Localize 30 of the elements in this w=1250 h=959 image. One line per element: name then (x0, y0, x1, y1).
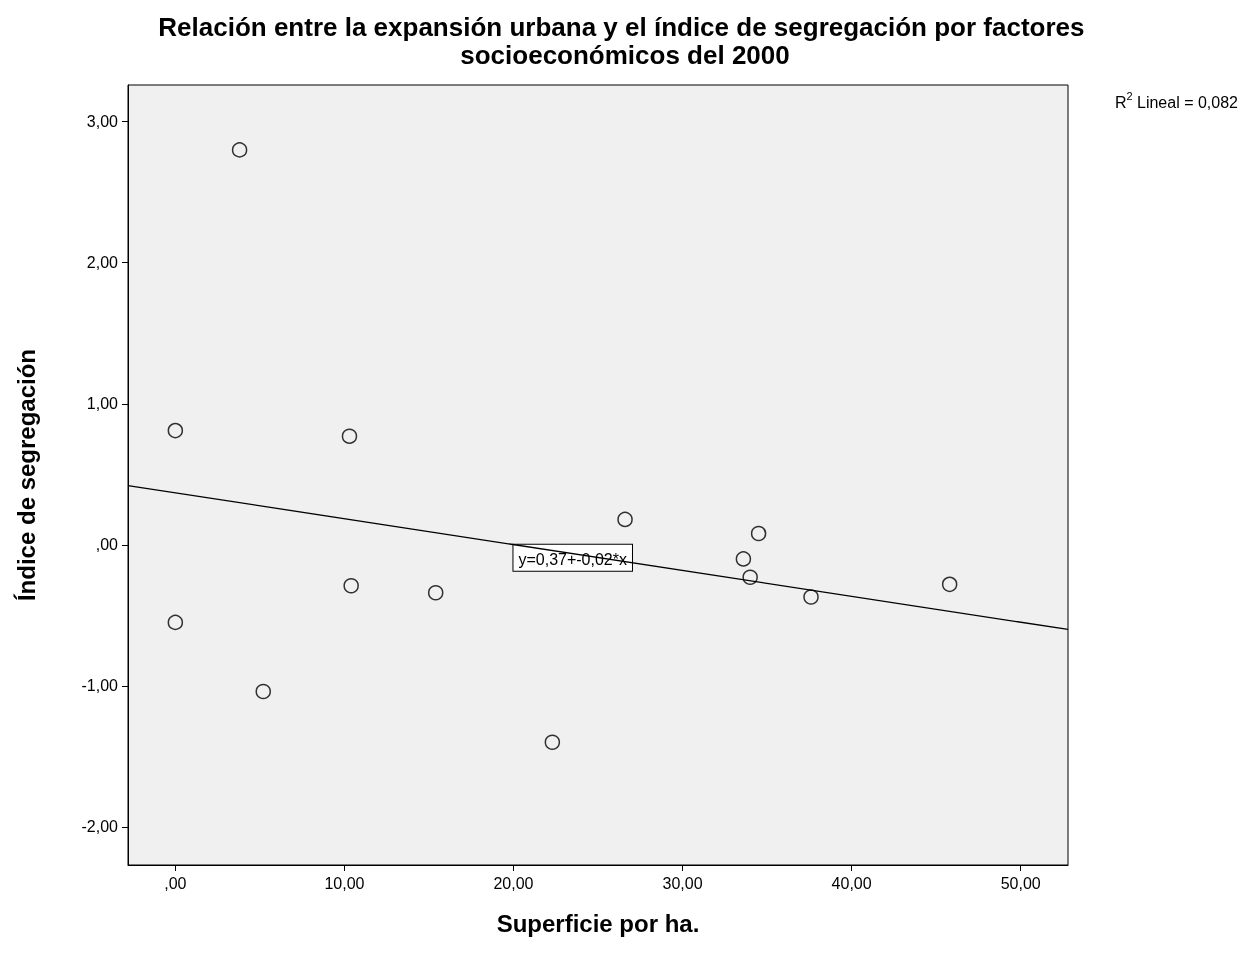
point (941, 576, 958, 593)
point (167, 422, 184, 439)
annotation: y=0,37+-0,02*x (518, 551, 627, 569)
chart-title: Relación entre la expansión urbana y el índice de segregación por factores socioeconómicos del 2000 (158, 12, 1092, 70)
x-tick-label: 30,00 (662, 874, 703, 892)
point (742, 569, 758, 586)
x-tick-label: 40,00 (831, 874, 872, 892)
x-tick-label: 10,00 (324, 874, 365, 892)
y-tick-label: -1,00 (81, 677, 119, 695)
y-tick-label: 2,00 (86, 254, 119, 272)
x-tick-label: 50,00 (1000, 874, 1041, 892)
x-axis-title: Superficie por ha. (496, 909, 700, 937)
x-tick-label: ,00 (164, 874, 187, 892)
y-tick-label: 1,00 (86, 395, 119, 413)
point (231, 142, 248, 158)
x-tick-label: 20,00 (493, 874, 534, 892)
y-tick-label: -2,00 (81, 818, 119, 836)
point (617, 511, 633, 528)
point (427, 585, 444, 601)
point (255, 683, 271, 700)
y-axis-title: Índice de segregación (12, 348, 40, 602)
point (544, 734, 561, 751)
point (167, 614, 184, 631)
point (735, 551, 752, 567)
y-tick-label: 3,00 (86, 113, 119, 131)
point (341, 428, 358, 444)
point (803, 589, 819, 605)
point (750, 525, 767, 542)
point (343, 577, 359, 594)
y-tick-label: ,00 (95, 536, 119, 554)
